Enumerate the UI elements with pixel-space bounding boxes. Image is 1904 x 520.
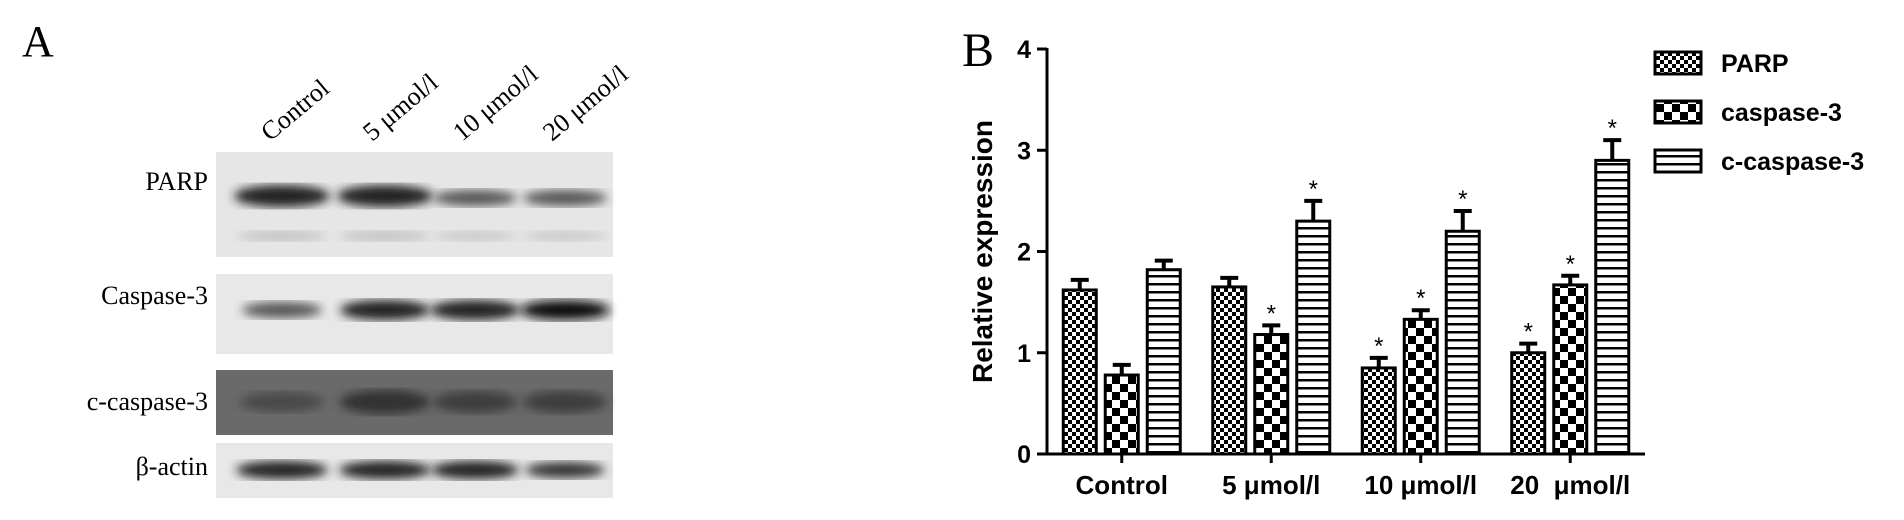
- row-label: PARP: [145, 167, 208, 196]
- bar: [1145, 268, 1182, 456]
- bar: [1360, 366, 1397, 456]
- lane-label: 5 μmol/l: [357, 68, 443, 147]
- row-label: c-caspase-3: [87, 387, 208, 416]
- bar: [1594, 158, 1631, 456]
- x-tick-label: 20 μmol/l: [1510, 470, 1630, 500]
- x-tick-label: 10 μmol/l: [1364, 470, 1477, 500]
- significance-label: *: [1416, 285, 1425, 312]
- significance-label: *: [1267, 300, 1276, 327]
- lane-label: Control: [255, 73, 335, 146]
- significance-label: *: [1458, 186, 1467, 213]
- x-tick-label: 5 μmol/l: [1222, 470, 1320, 500]
- bar: [1061, 288, 1098, 456]
- blot: [216, 152, 613, 498]
- y-tick-label: 3: [1017, 137, 1031, 165]
- bar: [1253, 333, 1290, 456]
- panel-label: B: [962, 24, 994, 77]
- y-tick-label: 1: [1017, 340, 1031, 368]
- significance-label: *: [1608, 115, 1617, 142]
- bar: [1510, 351, 1547, 456]
- legend-label: caspase-3: [1721, 99, 1842, 127]
- significance-label: *: [1309, 176, 1318, 203]
- y-tick-label: 2: [1017, 239, 1031, 267]
- legend-label: PARP: [1721, 50, 1789, 78]
- x-tick-label: Control: [1076, 470, 1168, 500]
- bar: [1295, 219, 1332, 456]
- legend-label: c-caspase-3: [1721, 148, 1864, 176]
- row-label: Caspase-3: [101, 281, 208, 310]
- legend-swatch: [1653, 148, 1703, 174]
- legend-swatch: [1653, 50, 1703, 76]
- significance-label: *: [1524, 319, 1533, 346]
- bar: [1103, 373, 1140, 456]
- legend-swatch: [1653, 99, 1703, 125]
- y-tick-label: 0: [1017, 441, 1031, 469]
- bar: [1552, 283, 1589, 456]
- panel-label: A: [22, 17, 54, 66]
- bar: [1211, 285, 1248, 456]
- significance-label: *: [1566, 251, 1575, 278]
- significance-label: *: [1374, 333, 1383, 360]
- bar: [1402, 317, 1439, 456]
- bar: [1444, 229, 1481, 456]
- lane-label: 20 μmol/l: [537, 59, 633, 146]
- lane-label: 10 μmol/l: [447, 59, 543, 146]
- y-tick-label: 4: [1017, 36, 1031, 64]
- row-label: β-actin: [136, 452, 208, 481]
- y-axis-label: Relative expression: [967, 120, 998, 383]
